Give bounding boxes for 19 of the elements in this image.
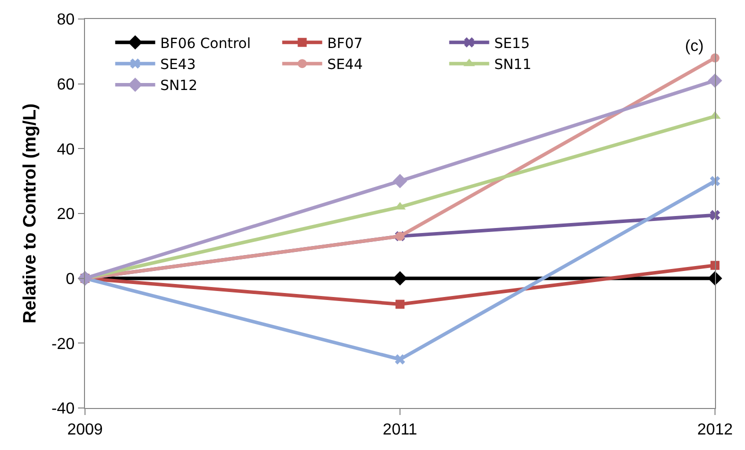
y-tick-label: 0 <box>66 270 75 288</box>
y-tick-label: -40 <box>52 400 75 418</box>
annotation: (c) <box>685 38 704 55</box>
x-tick-label: 2009 <box>67 421 103 438</box>
legend-label: BF06 Control <box>160 36 251 52</box>
y-tick-label: 60 <box>56 76 75 94</box>
x-tick-label: 2012 <box>697 421 733 438</box>
legend-label: BF07 <box>327 36 363 52</box>
legend-label: SE44 <box>327 57 363 74</box>
legend-label: SN11 <box>494 57 532 74</box>
y-tick-label: 80 <box>56 12 75 29</box>
x-tick-label: 2011 <box>382 421 418 438</box>
y-tick-label: -20 <box>52 336 75 353</box>
legend-label: SE43 <box>160 57 196 74</box>
y-tick-label: 20 <box>56 206 75 224</box>
y-axis-title: Relative to Control (mg/L) <box>20 103 40 324</box>
y-tick-label: 40 <box>56 141 75 158</box>
legend-label: SN12 <box>160 78 198 94</box>
legend-label: SE15 <box>494 36 530 52</box>
